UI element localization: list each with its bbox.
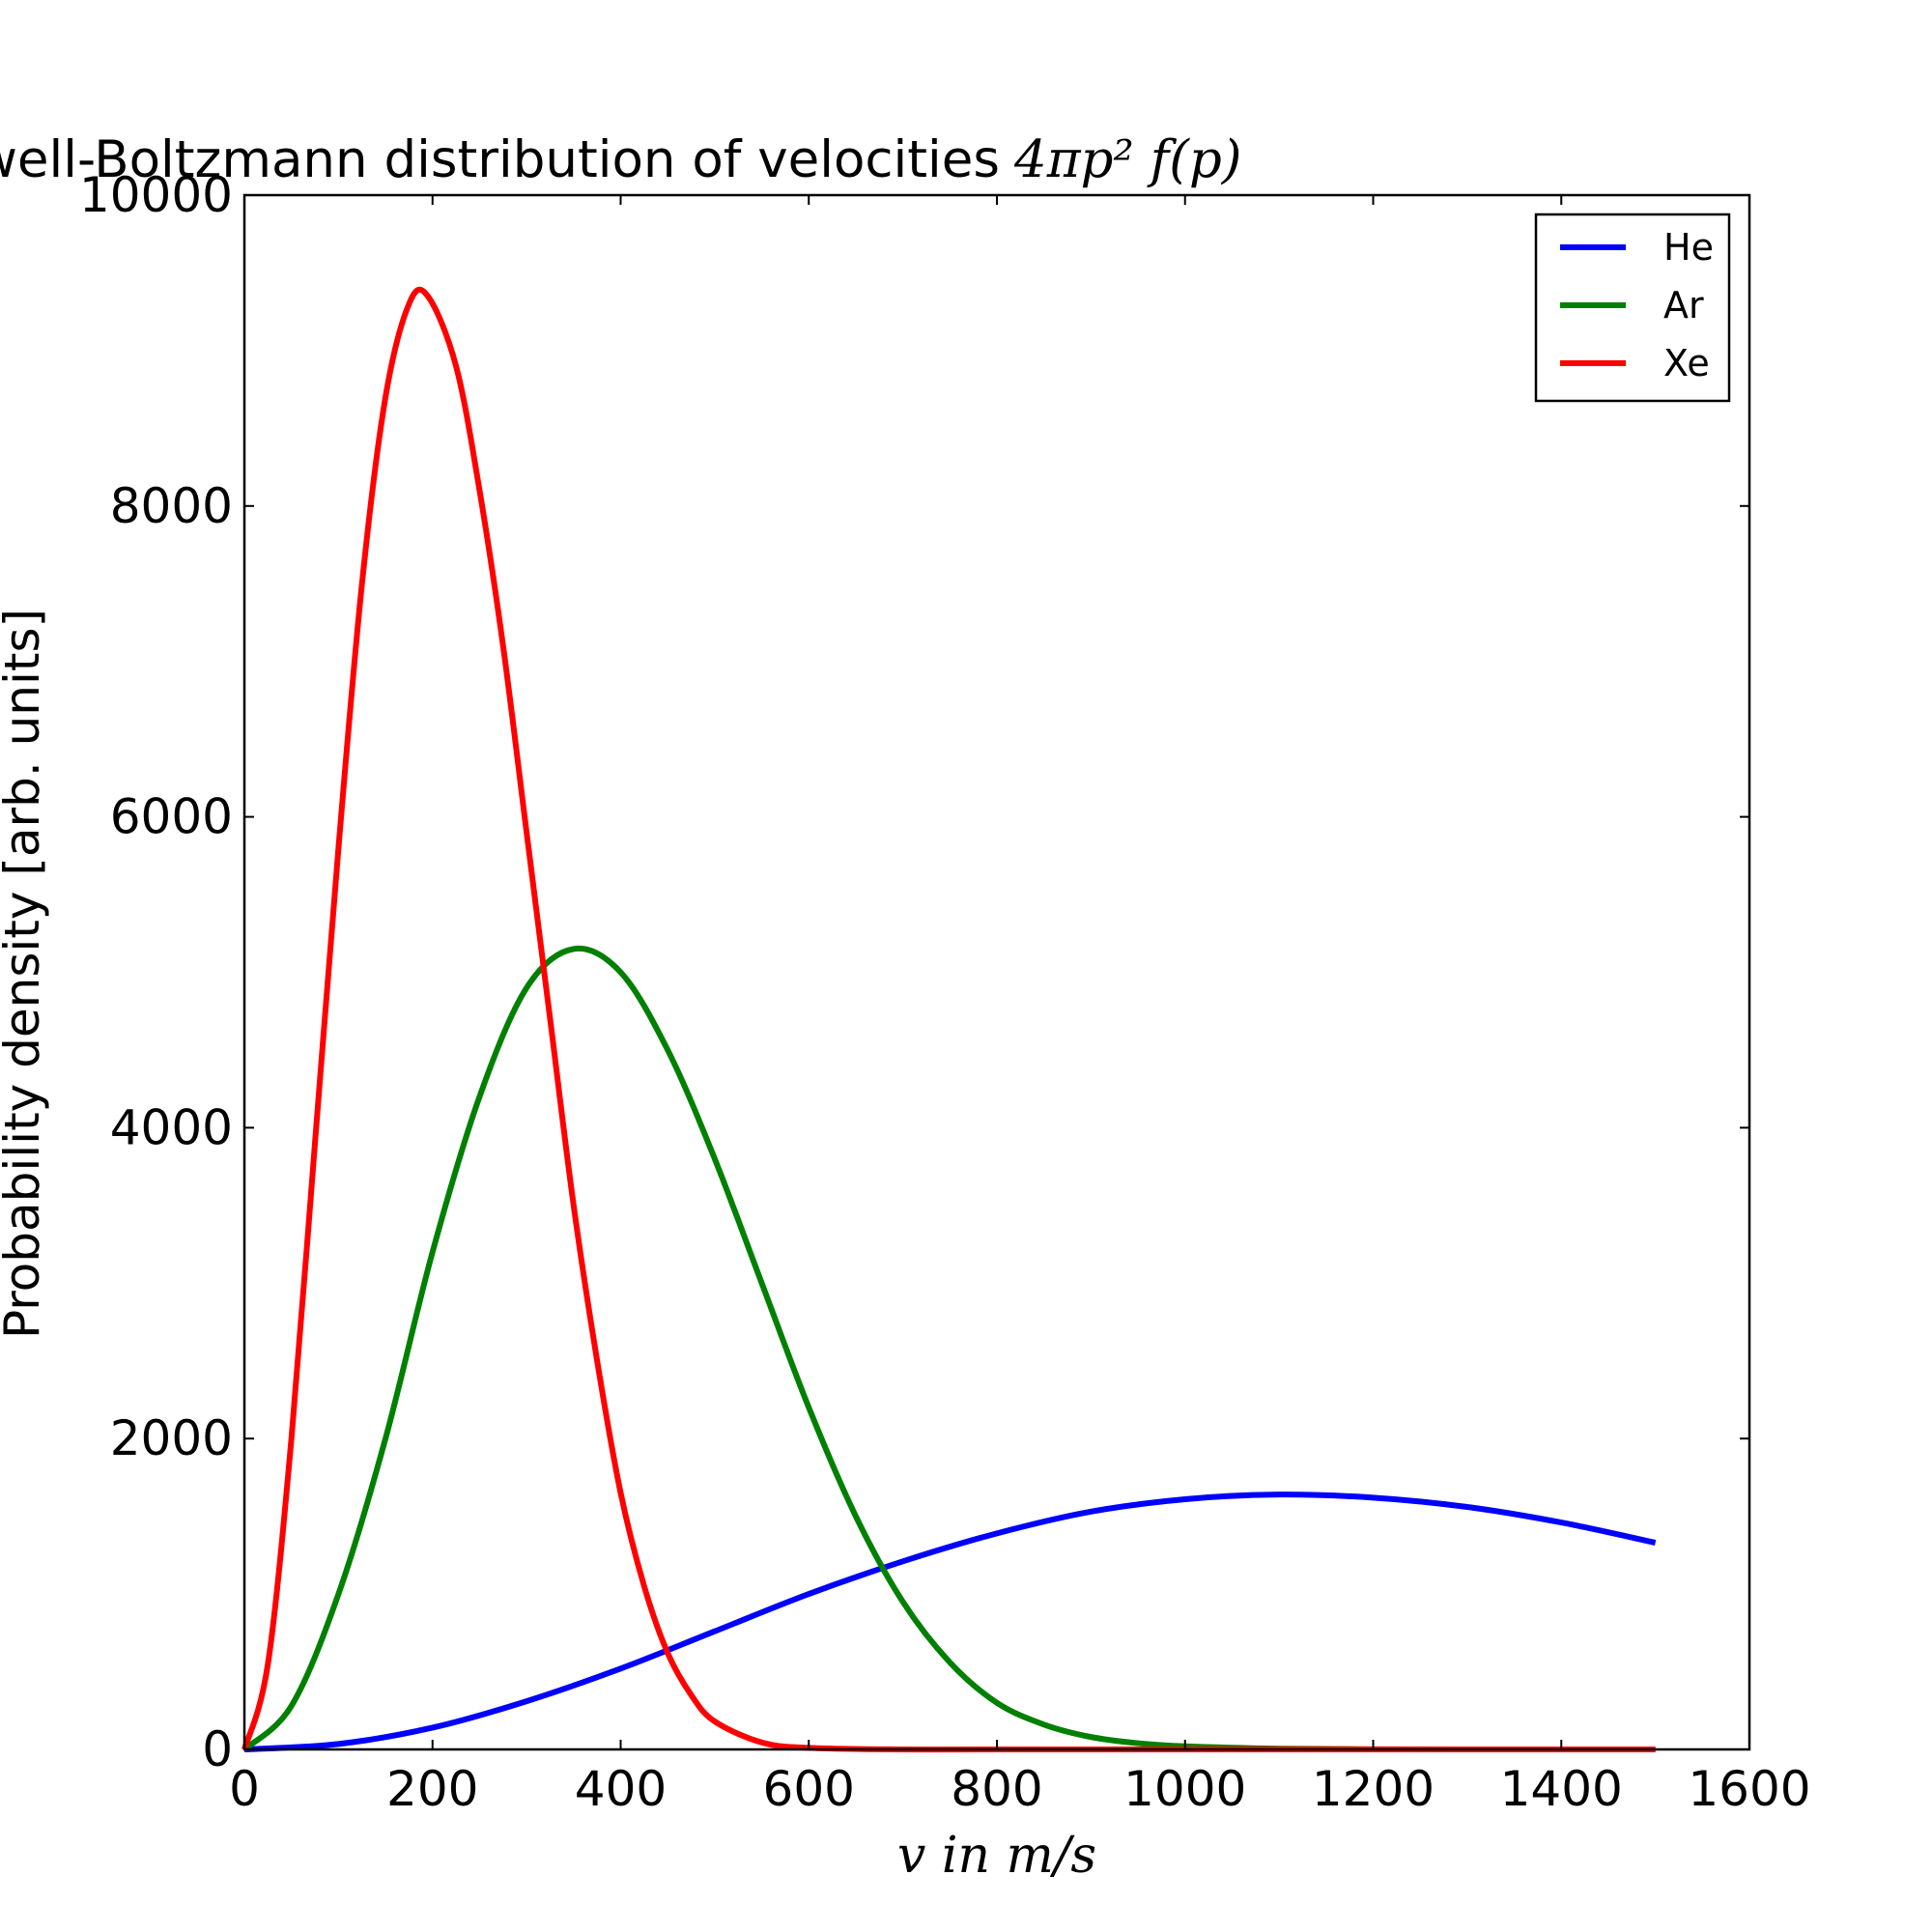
x-tick-label: 1400 bbox=[1500, 1761, 1623, 1817]
series-line-he bbox=[243, 1492, 1657, 1752]
series-line-xe bbox=[242, 286, 1656, 1753]
x-tick-label: 1000 bbox=[1123, 1761, 1246, 1817]
y-tick-label: 0 bbox=[202, 1721, 233, 1777]
y-tick-label: 10000 bbox=[79, 167, 233, 223]
x-tick-label: 200 bbox=[386, 1761, 478, 1817]
legend: He Ar Xe bbox=[1534, 213, 1731, 403]
y-tick-label: 4000 bbox=[110, 1099, 233, 1155]
x-tick-label: 0 bbox=[229, 1761, 260, 1817]
legend-label-ar: Ar bbox=[1663, 284, 1704, 327]
x-tick-label: 1200 bbox=[1312, 1761, 1435, 1817]
legend-label-xe: Xe bbox=[1663, 342, 1710, 384]
ticks-group: 0 200 400 600 800 1000 1200 1400 1600 0 2000 4000 60… bbox=[79, 167, 1811, 1817]
chart-title: Maxwell-Boltzmann distribution of veloci… bbox=[0, 130, 1000, 189]
y-tick-label: 2000 bbox=[110, 1410, 233, 1466]
x-axis-label: v in m/s bbox=[897, 1827, 1096, 1885]
chart-title-math: 4πp² f(p) bbox=[1013, 130, 1241, 189]
y-axis-label: Probability density [arb. units] bbox=[0, 609, 50, 1339]
y-tick-label: 8000 bbox=[110, 478, 233, 534]
x-tick-label: 600 bbox=[763, 1761, 855, 1817]
x-tick-label: 400 bbox=[575, 1761, 667, 1817]
x-tick-label: 800 bbox=[951, 1761, 1042, 1817]
x-tick-label: 1600 bbox=[1688, 1761, 1810, 1817]
y-tick-label: 6000 bbox=[110, 789, 233, 845]
series-group bbox=[242, 286, 1657, 1753]
series-line-ar bbox=[242, 945, 1656, 1753]
legend-label-he: He bbox=[1663, 226, 1714, 269]
